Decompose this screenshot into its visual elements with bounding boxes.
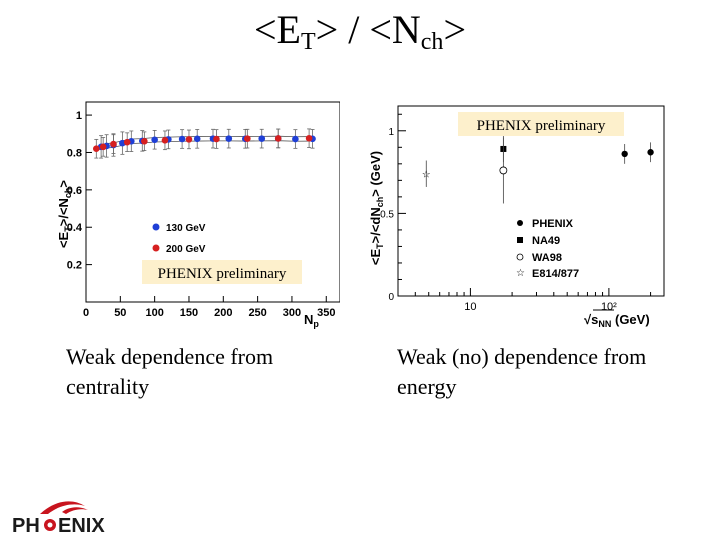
y-tick-label: 0 xyxy=(388,292,394,303)
legend-marker-130 xyxy=(152,223,160,231)
logo-text-right: ENIX xyxy=(58,515,105,537)
data-point-200 xyxy=(161,137,169,144)
data-point-130 xyxy=(258,135,266,142)
preliminary-box xyxy=(142,260,302,284)
legend-label-130: 130 GeV xyxy=(166,223,206,234)
legend-label-phenix: PHENIX xyxy=(532,218,574,230)
y-tick-label: 0.5 xyxy=(380,209,394,220)
caption-left: Weak dependence from centrality xyxy=(66,344,274,399)
data-point-200 xyxy=(244,135,251,142)
x-axis-label: √sNN (GeV) xyxy=(584,312,650,329)
x-tick-label: 0 xyxy=(83,307,89,319)
legend-marker-wa98 xyxy=(516,253,524,261)
x-tick-label: 200 xyxy=(214,307,232,319)
legend-marker-phenix xyxy=(517,220,523,226)
y-tick-label: 0.8 xyxy=(67,147,82,159)
data-point-200 xyxy=(110,140,117,148)
y-tick-label: 1 xyxy=(76,110,82,122)
data-point-200 xyxy=(185,136,193,143)
data-point-phenix xyxy=(647,149,654,156)
phenix-logo: PH ENIX xyxy=(12,501,105,537)
x-tick-label: 150 xyxy=(180,307,198,319)
legend-label-e814: E814/877 xyxy=(532,268,579,280)
y-tick-label: 0.2 xyxy=(67,260,82,272)
x-tick-label: 300 xyxy=(283,307,301,319)
legend-label-200: 200 GeV xyxy=(166,244,206,255)
legend-marker-na49 xyxy=(517,237,523,243)
plot-frame xyxy=(397,105,665,297)
data-point-phenix xyxy=(621,150,628,158)
x-tick-label: 10 xyxy=(464,301,476,313)
y-tick-label: 0.6 xyxy=(67,185,82,197)
preliminary-label: PHENIX preliminary xyxy=(158,266,287,282)
x-axis-label: Np xyxy=(304,312,319,329)
caption-right: Weak (no) dependence from energy xyxy=(397,344,647,399)
data-point-200 xyxy=(274,135,282,142)
data-point-200 xyxy=(99,143,107,151)
data-point-130 xyxy=(193,135,201,143)
y-axis-label: <ET>/<Nch> xyxy=(56,180,73,248)
logo-text-left: PH xyxy=(12,515,40,537)
data-point-200 xyxy=(92,145,100,153)
plot-frame xyxy=(85,101,340,303)
data-point-130 xyxy=(292,135,299,143)
y-axis-label: <ET>/<dNch> (GeV) xyxy=(368,151,385,265)
y-tick-label: 1 xyxy=(388,127,394,138)
data-point-200 xyxy=(141,137,148,145)
data-point-e814-877: ☆ xyxy=(422,170,431,181)
legend-label-wa98: WA98 xyxy=(532,252,562,264)
x-tick-label: 350 xyxy=(317,307,335,319)
logo-swoosh xyxy=(40,501,85,514)
data-point-200 xyxy=(123,138,131,146)
preliminary-label: PHENIX preliminary xyxy=(477,118,606,134)
y-tick-label: 0.4 xyxy=(67,222,83,234)
legend-marker-200 xyxy=(152,244,160,252)
x-tick-label: 250 xyxy=(248,307,266,319)
data-point-130 xyxy=(225,135,233,142)
data-point-130 xyxy=(178,135,186,143)
data-point-200 xyxy=(305,134,313,142)
data-point-130 xyxy=(151,136,158,144)
x-tick-label: 100 xyxy=(145,307,163,319)
data-point-wa98 xyxy=(499,166,508,175)
legend-marker-e814: ☆ xyxy=(516,268,525,279)
et-vs-npart-chart: <ET>/<Nch> 0 50 100 150 200 250 300 350 0.2 0.4 0.… xyxy=(56,101,340,329)
legend-label-na49: NA49 xyxy=(532,235,560,247)
x-tick-label: 50 xyxy=(114,307,126,319)
preliminary-box xyxy=(458,112,624,136)
slide-title: <ET> / <Nch> xyxy=(253,7,466,55)
data-point-200 xyxy=(213,135,220,143)
